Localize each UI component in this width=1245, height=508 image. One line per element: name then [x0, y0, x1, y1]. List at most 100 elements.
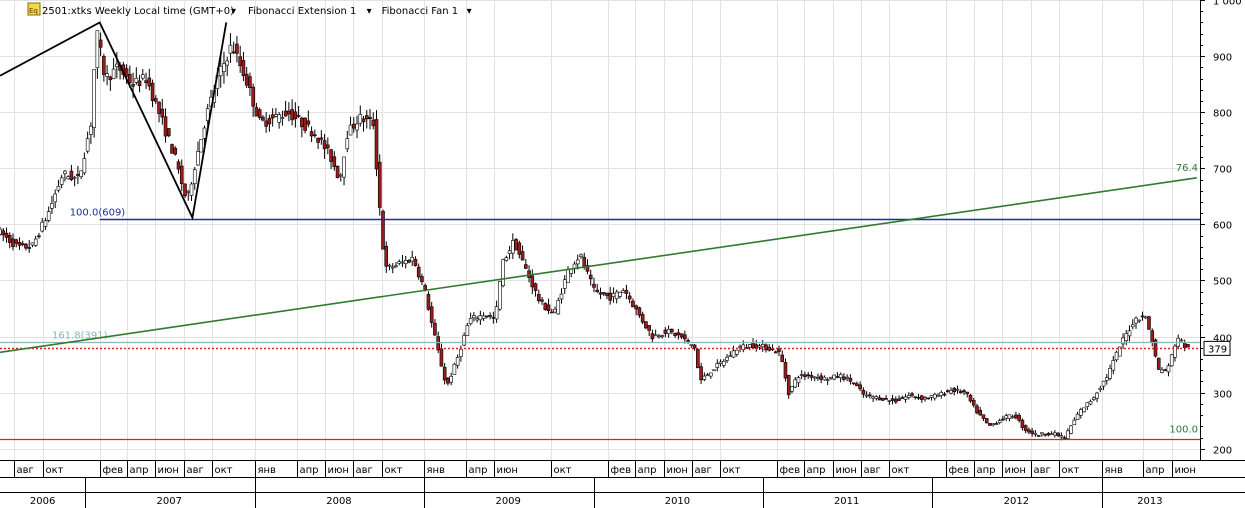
- candle-body: [556, 299, 561, 315]
- candle-body: [890, 398, 895, 401]
- candle-body: [0, 228, 2, 235]
- candle-body: [192, 169, 197, 185]
- candle-body: [420, 276, 424, 282]
- candle-body: [124, 68, 129, 77]
- candle-body: [429, 306, 434, 323]
- month-tick-label: авг: [864, 465, 881, 476]
- candle-body: [364, 115, 369, 120]
- candle-body: [1101, 380, 1106, 387]
- candle-body: [355, 123, 359, 131]
- candle-body: [861, 389, 866, 395]
- indicator-label[interactable]: Fibonacci Extension 1: [248, 6, 356, 17]
- candle-body: [1108, 368, 1112, 379]
- candle-body: [601, 292, 606, 295]
- candle-body: [640, 314, 645, 323]
- candle-body: [955, 388, 960, 391]
- candle-body: [884, 398, 888, 400]
- candle-body: [702, 375, 707, 380]
- candle-body: [978, 409, 983, 416]
- month-tick-label: фев: [103, 465, 124, 476]
- candle-body: [1147, 316, 1151, 330]
- candle-body: [442, 366, 447, 381]
- candle-body: [108, 76, 113, 81]
- candle-body: [1079, 409, 1083, 416]
- candle-body: [1075, 413, 1080, 420]
- candle-body: [1036, 435, 1041, 437]
- title-dropdown-icon: ▾: [231, 6, 236, 17]
- candle-body: [1043, 433, 1047, 436]
- candle-body: [705, 374, 710, 377]
- candle-body: [423, 285, 427, 290]
- candle-body: [313, 134, 317, 137]
- month-tick-label: авг: [187, 465, 204, 476]
- candle-body: [575, 259, 580, 265]
- candle-body: [1156, 357, 1161, 370]
- candle-body: [1143, 316, 1148, 319]
- candle-body: [1163, 369, 1168, 371]
- candle-body: [381, 210, 385, 250]
- candle-body: [452, 363, 457, 375]
- price-axis-background: [1200, 0, 1245, 460]
- candle-body: [991, 423, 995, 426]
- candle-body: [829, 376, 833, 379]
- year-label: 2009: [495, 496, 520, 507]
- candle-body: [27, 247, 32, 249]
- candle-body: [1017, 415, 1021, 421]
- candle-body: [92, 69, 96, 128]
- candle-body: [160, 108, 165, 118]
- month-tick-label: апр: [977, 465, 996, 476]
- month-tick-label: апр: [807, 465, 826, 476]
- candle-body: [14, 239, 19, 244]
- candle-body: [816, 377, 820, 379]
- candle-body: [46, 211, 51, 221]
- candle-body: [137, 80, 142, 87]
- candle-body: [303, 117, 307, 131]
- candle-body: [1114, 351, 1119, 361]
- indicator-dropdown-icon[interactable]: ▾: [367, 6, 372, 17]
- candle-body: [819, 375, 823, 380]
- candle-body: [614, 291, 619, 300]
- candle-body: [1134, 317, 1138, 324]
- candle-body: [59, 177, 64, 185]
- candle-body: [1082, 407, 1086, 413]
- candle-body: [102, 56, 106, 75]
- candle-body: [653, 334, 658, 337]
- candle-body: [660, 335, 664, 337]
- indicator-label[interactable]: Fibonacci Fan 1: [382, 6, 459, 17]
- candle-body: [238, 56, 242, 67]
- candle-body: [56, 185, 61, 191]
- indicator-dropdown-icon[interactable]: ▾: [467, 6, 472, 17]
- candle-body: [997, 420, 1002, 423]
- candle-body: [790, 385, 794, 392]
- price-tick-label: 500: [1213, 277, 1232, 288]
- candle-body: [501, 259, 505, 286]
- candle-body: [939, 392, 944, 396]
- candle-body: [141, 74, 145, 79]
- candle-body: [1020, 419, 1025, 428]
- candle-body: [1066, 430, 1070, 439]
- candle-body: [507, 250, 512, 254]
- candle-body: [910, 393, 914, 396]
- candle-body: [851, 382, 856, 385]
- candle-body: [897, 398, 901, 401]
- candle-body: [611, 293, 616, 297]
- candle-body: [11, 238, 15, 247]
- month-tick-label: окт: [385, 465, 403, 476]
- year-label: 2006: [30, 496, 55, 507]
- candle-body: [566, 269, 570, 283]
- chart-header: Eq 2501:xtks Weekly Local time (GMT+0)▾ Fi…: [27, 2, 472, 17]
- candle-body: [621, 290, 625, 293]
- candle-body: [988, 423, 992, 426]
- candle-body: [777, 348, 781, 352]
- candle-body: [491, 316, 496, 319]
- fib-extension-level-label: 100.0(609): [70, 208, 126, 219]
- candle-body: [105, 73, 109, 77]
- candle-body: [514, 239, 518, 251]
- candle-body: [1007, 414, 1012, 419]
- candle-body: [812, 376, 817, 379]
- candle-body: [205, 108, 210, 121]
- candle-body: [842, 376, 846, 380]
- price-tick-label: 600: [1213, 221, 1232, 232]
- candle-body: [228, 44, 233, 54]
- candle-body: [300, 117, 304, 128]
